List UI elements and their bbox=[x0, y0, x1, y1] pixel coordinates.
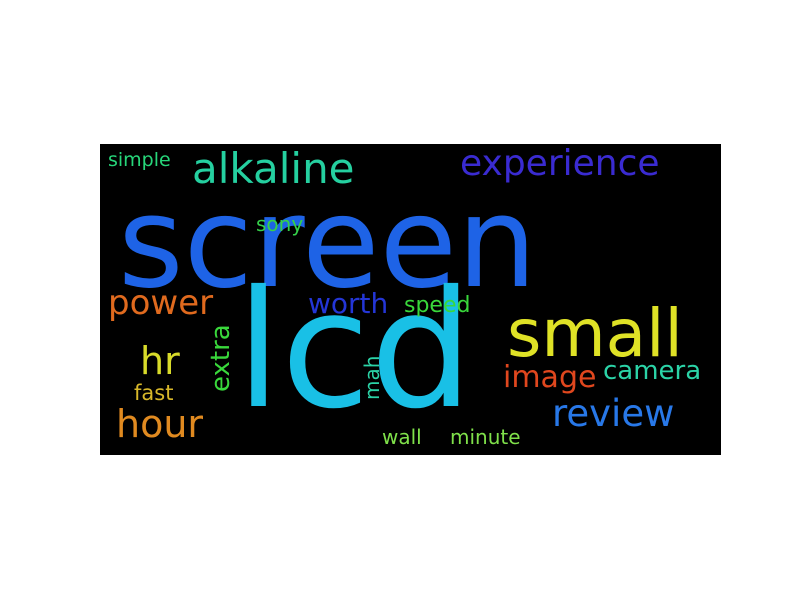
word-power: power bbox=[108, 283, 214, 323]
word-experience: experience bbox=[460, 144, 660, 184]
word-alkaline: alkaline bbox=[192, 144, 355, 193]
word-fast: fast bbox=[134, 381, 174, 405]
word-speed: speed bbox=[404, 293, 471, 318]
word-cloud: screen lcd alkaline experience simple so… bbox=[100, 144, 721, 455]
word-extra: extra bbox=[206, 324, 236, 392]
word-mah: mah bbox=[360, 355, 384, 400]
word-lcd: lcd bbox=[236, 257, 473, 445]
word-worth: worth bbox=[308, 287, 389, 320]
word-image: image bbox=[503, 360, 597, 395]
word-hour: hour bbox=[116, 402, 204, 446]
word-minute: minute bbox=[450, 425, 521, 449]
word-sony: sony bbox=[256, 212, 304, 236]
word-hr: hr bbox=[140, 339, 180, 383]
word-review: review bbox=[552, 392, 675, 435]
word-small: small bbox=[507, 295, 683, 372]
word-wall: wall bbox=[382, 425, 422, 449]
word-screen: screen bbox=[118, 169, 537, 316]
word-camera: camera bbox=[603, 356, 702, 386]
word-simple: simple bbox=[108, 149, 171, 171]
